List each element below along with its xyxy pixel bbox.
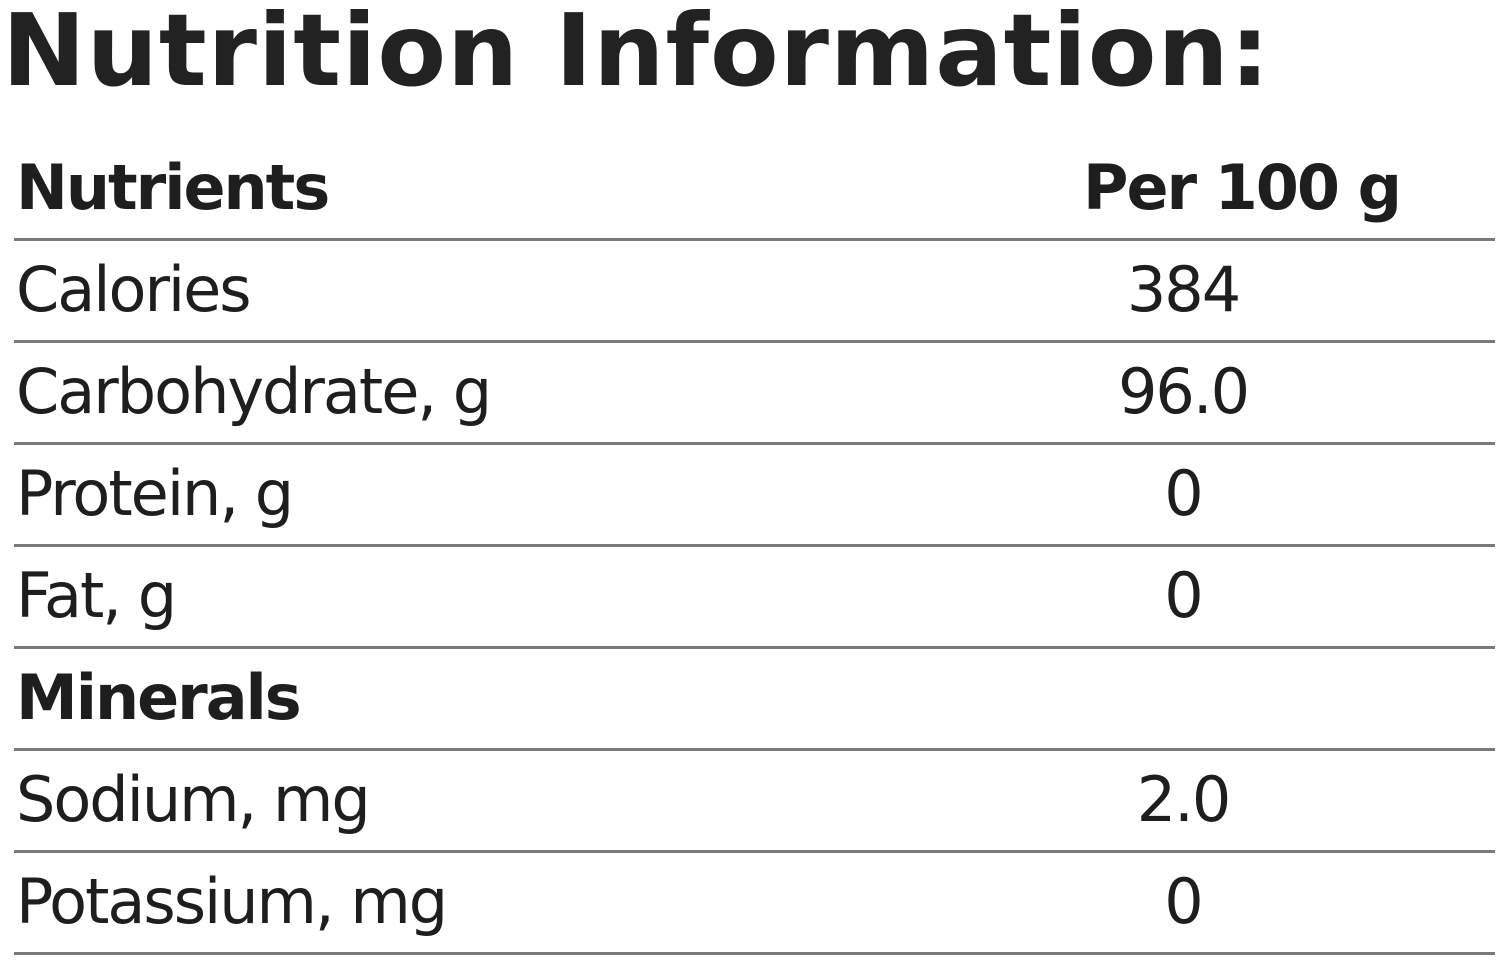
table-row: Carbohydrate, g 96.0	[14, 343, 1495, 445]
table-header-row: Nutrients Per 100 g	[14, 139, 1495, 241]
table-row: Calories 384	[14, 241, 1495, 343]
page-title: Nutrition Information:	[2, 0, 1271, 109]
header-nutrients: Nutrients	[16, 151, 330, 224]
table-row: Potassium, mg 0	[14, 853, 1495, 955]
row-value: 384	[1126, 253, 1241, 326]
row-label: Protein, g	[16, 457, 294, 530]
table-row: Sodium, mg 2.0	[14, 751, 1495, 853]
header-per-100g: Per 100 g	[1083, 151, 1402, 224]
row-value: 0	[1164, 559, 1203, 632]
row-label: Sodium, mg	[16, 763, 371, 836]
row-label: Potassium, mg	[16, 865, 448, 938]
row-label: Calories	[16, 253, 252, 326]
section-row-minerals: Minerals	[14, 649, 1495, 751]
row-label: Fat, g	[16, 559, 177, 632]
row-value: 96.0	[1117, 355, 1250, 428]
row-value: 0	[1164, 865, 1203, 938]
nutrition-table: Nutrients Per 100 g Calories 384 Carbohy…	[14, 139, 1495, 955]
row-label: Carbohydrate, g	[16, 355, 492, 428]
section-label: Minerals	[16, 661, 302, 734]
row-value: 2.0	[1136, 763, 1232, 836]
table-row: Protein, g 0	[14, 445, 1495, 547]
table-row: Fat, g 0	[14, 547, 1495, 649]
row-value: 0	[1164, 457, 1203, 530]
